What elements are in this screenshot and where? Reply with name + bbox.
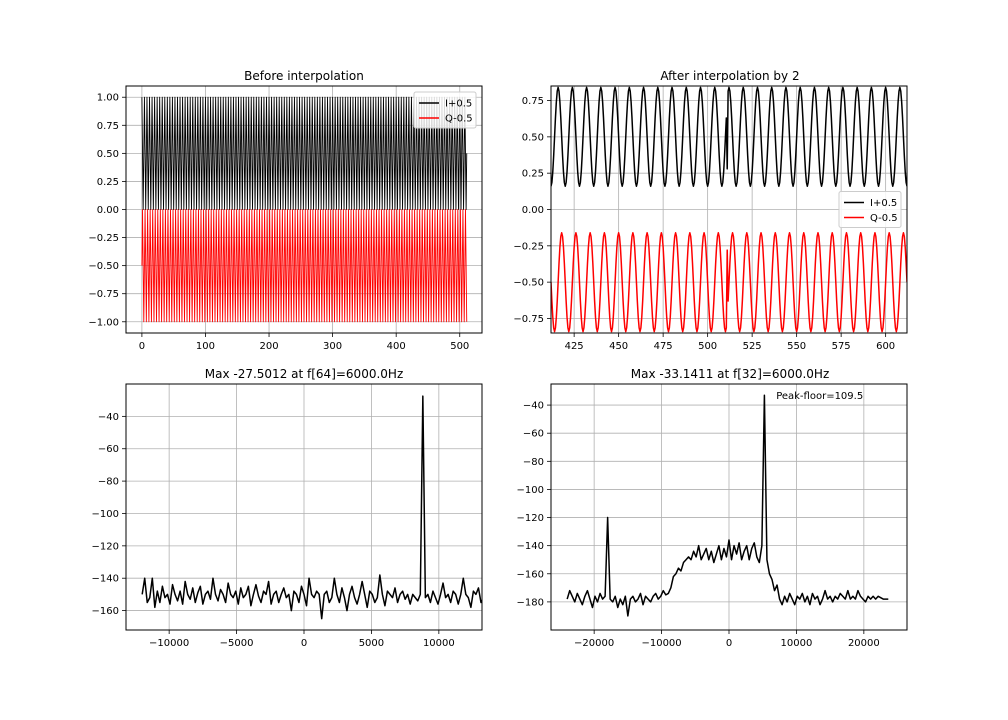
y-tick-label: −40 (523, 401, 544, 412)
x-tick-label: 100 (196, 341, 215, 352)
y-tick-label: 0.25 (522, 169, 544, 180)
x-tick-label: 425 (565, 341, 584, 352)
series-group (141, 96, 468, 323)
legend: I+0.5 Q-0.5 (413, 91, 477, 129)
y-tick-label: −60 (98, 444, 119, 455)
y-tick-label: 0.50 (97, 149, 119, 160)
y-tick-label: −80 (98, 477, 119, 488)
y-tick-label: −100 (92, 509, 119, 520)
x-tick-label: 500 (698, 341, 717, 352)
x-tick-label: 5000 (359, 638, 384, 649)
y-ticks: −1.00 −0.75 −0.50 −0.25 0.00 0.25 0.50 0.75 1.00 (88, 93, 126, 328)
y-tick-label: −0.75 (88, 289, 119, 300)
y-tick-label: −0.25 (88, 233, 119, 244)
subplot-spectrum-after: Max -33.1411 at f[32]=6000.0Hz −20000 −10… (517, 367, 908, 649)
y-tick-label: −80 (523, 457, 544, 468)
x-tick-label: 10000 (423, 638, 455, 649)
y-tick-label: −160 (92, 606, 119, 617)
x-tick-label: −10000 (149, 638, 189, 649)
x-tick-label: 525 (743, 341, 762, 352)
subplot-before-interpolation: Before interpolation 0 100 200 300 400 500 −1.… (88, 69, 483, 352)
x-tick-label: 500 (450, 341, 469, 352)
y-tick-label: −180 (517, 597, 544, 608)
y-tick-label: −40 (98, 412, 119, 423)
series-group (141, 395, 482, 620)
series-line-spectrum (141, 395, 482, 620)
x-tick-label: −5000 (220, 638, 254, 649)
y-tick-label: −100 (517, 485, 544, 496)
y-tick-label: −0.75 (513, 314, 544, 325)
y-tick-label: 0.00 (97, 205, 119, 216)
subplot-spectrum-before: Max -27.5012 at f[64]=6000.0Hz −10000 −50… (92, 367, 483, 649)
subplot-after-interpolation: After interpolation by 2 425 450 475 500 525… (513, 69, 908, 352)
x-ticks: 425 450 475 500 525 550 575 600 (565, 333, 895, 352)
legend: I+0.5 Q-0.5 (838, 191, 902, 228)
y-tick-label: −0.50 (88, 261, 119, 272)
legend-label: I+0.5 (445, 99, 472, 110)
peak-floor-annotation: Peak-floor=109.5 (776, 391, 863, 402)
series-line-q-0-5 (141, 209, 468, 323)
series-line-spectrum (566, 394, 889, 617)
x-tick-label: 550 (787, 341, 806, 352)
y-tick-label: −140 (517, 541, 544, 552)
y-tick-label: 0.25 (97, 177, 119, 188)
series-group (551, 86, 907, 333)
legend-box (413, 91, 477, 129)
x-tick-label: 200 (259, 341, 278, 352)
x-tick-label: 400 (387, 341, 406, 352)
x-tick-label: −20000 (574, 638, 614, 649)
y-ticks: −180 −160 −140 −120 −100 −80 −60 −40 (517, 401, 551, 608)
x-tick-label: 600 (876, 341, 895, 352)
y-tick-label: −160 (517, 569, 544, 580)
subplot-title: Max -33.1411 at f[32]=6000.0Hz (631, 367, 830, 381)
x-tick-label: 10000 (781, 638, 813, 649)
y-ticks: −0.75 −0.50 −0.25 0.00 0.25 0.50 0.75 (513, 96, 551, 325)
y-tick-label: 0.00 (522, 205, 544, 216)
y-tick-label: 0.50 (522, 132, 544, 143)
x-tick-label: 0 (139, 341, 145, 352)
legend-label: Q-0.5 (870, 213, 898, 224)
y-tick-label: −120 (92, 541, 119, 552)
subplot-title: After interpolation by 2 (660, 69, 799, 83)
series-line-i-0-5 (551, 86, 907, 187)
subplot-title: Max -27.5012 at f[64]=6000.0Hz (205, 367, 404, 381)
x-ticks: −20000 −10000 0 10000 20000 (574, 630, 880, 649)
x-ticks: 0 100 200 300 400 500 (139, 333, 469, 352)
y-tick-label: 0.75 (522, 96, 544, 107)
x-ticks: −10000 −5000 0 5000 10000 (149, 630, 455, 649)
y-tick-label: 1.00 (97, 93, 119, 104)
x-tick-label: 575 (832, 341, 851, 352)
series-line-i-0-5 (141, 96, 468, 210)
x-tick-label: 0 (726, 638, 732, 649)
x-tick-label: 0 (301, 638, 307, 649)
x-tick-label: 300 (323, 341, 342, 352)
legend-label: Q-0.5 (445, 114, 473, 125)
y-tick-label: −120 (517, 513, 544, 524)
y-tick-label: −1.00 (88, 317, 119, 328)
y-ticks: −160 −140 −120 −100 −80 −60 −40 (92, 412, 126, 617)
grid (126, 384, 482, 630)
y-tick-label: −0.25 (513, 241, 544, 252)
x-tick-label: 450 (609, 341, 628, 352)
y-tick-label: −60 (523, 429, 544, 440)
y-tick-label: −0.50 (513, 278, 544, 289)
x-tick-label: −10000 (641, 638, 681, 649)
subplot-title: Before interpolation (244, 69, 364, 83)
x-tick-label: 475 (654, 341, 673, 352)
x-tick-label: 20000 (848, 638, 880, 649)
series-line-q-0-5 (551, 232, 907, 333)
legend-box (838, 191, 902, 228)
legend-label: I+0.5 (870, 198, 897, 209)
series-group (566, 394, 889, 617)
y-tick-label: −140 (92, 574, 119, 585)
y-tick-label: 0.75 (97, 121, 119, 132)
